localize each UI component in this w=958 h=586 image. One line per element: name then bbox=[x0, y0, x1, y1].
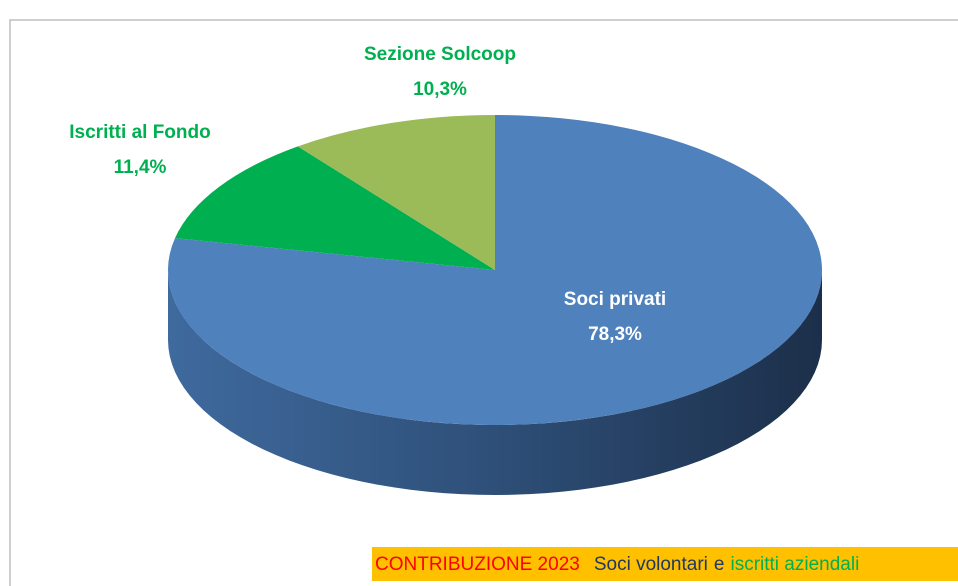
category-label: Iscritti al Fondo bbox=[69, 122, 210, 143]
category-label: Sezione Solcoop bbox=[364, 44, 516, 65]
caption-text: e bbox=[714, 554, 725, 575]
caption-text: CONTRIBUZIONE 2023 bbox=[375, 554, 580, 575]
value-label: 10,3% bbox=[413, 79, 467, 100]
slice bbox=[167, 115, 823, 425]
value-label: 11,4% bbox=[114, 157, 167, 178]
caption-text: iscritti aziendali bbox=[730, 554, 859, 575]
slice bbox=[297, 115, 495, 270]
category-label: Soci privati bbox=[564, 289, 666, 310]
slice-side bbox=[168, 270, 822, 495]
caption-band bbox=[372, 547, 958, 581]
caption-text: Soci volontari bbox=[594, 554, 708, 575]
value-label: 78,3% bbox=[588, 324, 642, 345]
slice bbox=[175, 146, 496, 270]
